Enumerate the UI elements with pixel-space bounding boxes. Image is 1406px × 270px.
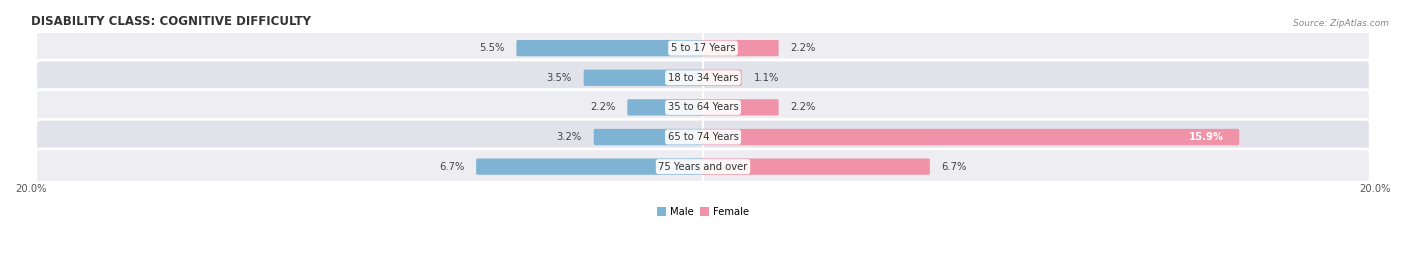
FancyBboxPatch shape (35, 119, 1371, 155)
FancyBboxPatch shape (593, 129, 704, 145)
FancyBboxPatch shape (35, 149, 1371, 184)
FancyBboxPatch shape (702, 129, 1239, 145)
Text: 5 to 17 Years: 5 to 17 Years (671, 43, 735, 53)
FancyBboxPatch shape (35, 30, 1371, 66)
Text: 2.2%: 2.2% (790, 102, 815, 112)
FancyBboxPatch shape (702, 70, 741, 86)
Text: 6.7%: 6.7% (439, 162, 464, 172)
Text: 3.5%: 3.5% (547, 73, 572, 83)
Text: 1.1%: 1.1% (754, 73, 779, 83)
Text: DISABILITY CLASS: COGNITIVE DIFFICULTY: DISABILITY CLASS: COGNITIVE DIFFICULTY (31, 15, 311, 28)
FancyBboxPatch shape (702, 99, 779, 116)
FancyBboxPatch shape (477, 158, 704, 175)
FancyBboxPatch shape (35, 90, 1371, 125)
Text: 6.7%: 6.7% (942, 162, 967, 172)
Text: 3.2%: 3.2% (557, 132, 582, 142)
Text: Source: ZipAtlas.com: Source: ZipAtlas.com (1294, 19, 1389, 28)
Text: 2.2%: 2.2% (591, 102, 616, 112)
FancyBboxPatch shape (702, 40, 779, 56)
Text: 15.9%: 15.9% (1189, 132, 1225, 142)
FancyBboxPatch shape (583, 70, 704, 86)
Text: 18 to 34 Years: 18 to 34 Years (668, 73, 738, 83)
FancyBboxPatch shape (702, 158, 929, 175)
Text: 35 to 64 Years: 35 to 64 Years (668, 102, 738, 112)
Legend: Male, Female: Male, Female (652, 203, 754, 221)
Text: 2.2%: 2.2% (790, 43, 815, 53)
Text: 75 Years and over: 75 Years and over (658, 162, 748, 172)
Text: 65 to 74 Years: 65 to 74 Years (668, 132, 738, 142)
FancyBboxPatch shape (627, 99, 704, 116)
Text: 5.5%: 5.5% (479, 43, 505, 53)
FancyBboxPatch shape (516, 40, 704, 56)
FancyBboxPatch shape (35, 60, 1371, 96)
